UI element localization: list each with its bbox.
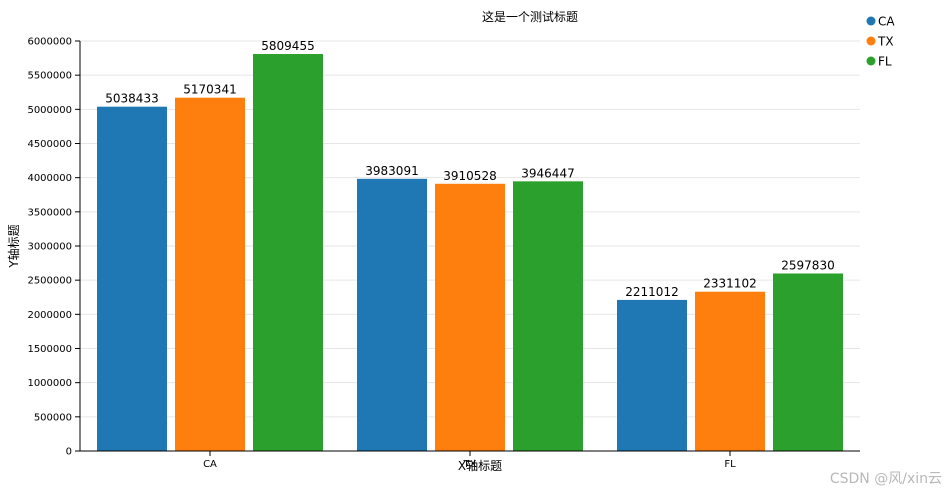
bar-value-label: 5170341 (183, 83, 236, 97)
bar (435, 183, 505, 452)
bar-value-label: 3983091 (365, 164, 418, 178)
bar-value-label: 2597830 (781, 258, 834, 272)
bar-value-label: 2331102 (703, 277, 756, 291)
bar (513, 181, 583, 452)
bar (773, 273, 843, 451)
y-tick-label: 4000000 (27, 173, 72, 184)
legend: CA TX FL (866, 15, 895, 69)
bar (617, 299, 687, 451)
bar (253, 54, 323, 452)
legend-marker (866, 36, 876, 46)
legend-label: CA (878, 15, 895, 29)
y-tick-label: 5500000 (27, 71, 72, 82)
x-tick-label: TX (463, 459, 477, 470)
y-tick-label: 1000000 (27, 378, 72, 389)
legend-marker (866, 56, 876, 66)
y-tick-label: 1500000 (27, 344, 72, 355)
bar-value-label: 3946447 (521, 166, 574, 180)
y-tick-label: 500000 (34, 412, 72, 423)
y-tick-label: 4500000 (27, 139, 72, 150)
bar-value-label: 5809455 (261, 39, 314, 53)
y-axis: 0 500000 1000000 1500000 2000000 2500000 30000… (27, 37, 81, 458)
bar-value-label: 5038433 (105, 92, 158, 106)
bar (357, 178, 427, 451)
x-axis: CA TX FL (80, 450, 860, 470)
chart-title: 这是一个测试标题 (482, 9, 578, 24)
legend-label: TX (877, 35, 894, 49)
y-tick-label: 3000000 (27, 242, 72, 253)
x-axis-title: X轴标题 (458, 458, 502, 473)
bar-value-label: 2211012 (625, 285, 678, 299)
y-axis-title: Y轴标题 (6, 224, 21, 268)
y-tick-label: 3500000 (27, 207, 72, 218)
bar (175, 97, 245, 452)
bars-layer: 5038433 5170341 5809455 3983091 3910528 39464… (97, 39, 843, 452)
x-tick-label: CA (203, 459, 217, 470)
bar (695, 291, 765, 451)
y-tick-label: 5000000 (27, 105, 72, 116)
legend-marker (866, 16, 876, 26)
y-tick-label: 2500000 (27, 276, 72, 287)
x-tick-label: FL (724, 459, 736, 470)
legend-label: FL (878, 55, 892, 69)
y-tick-label: 0 (66, 447, 72, 458)
y-tick-label: 6000000 (27, 37, 72, 48)
y-tick-label: 2000000 (27, 310, 72, 321)
bar-value-label: 3910528 (443, 169, 496, 183)
watermark: CSDN @风/xin云 (829, 471, 942, 487)
bar (97, 106, 167, 451)
